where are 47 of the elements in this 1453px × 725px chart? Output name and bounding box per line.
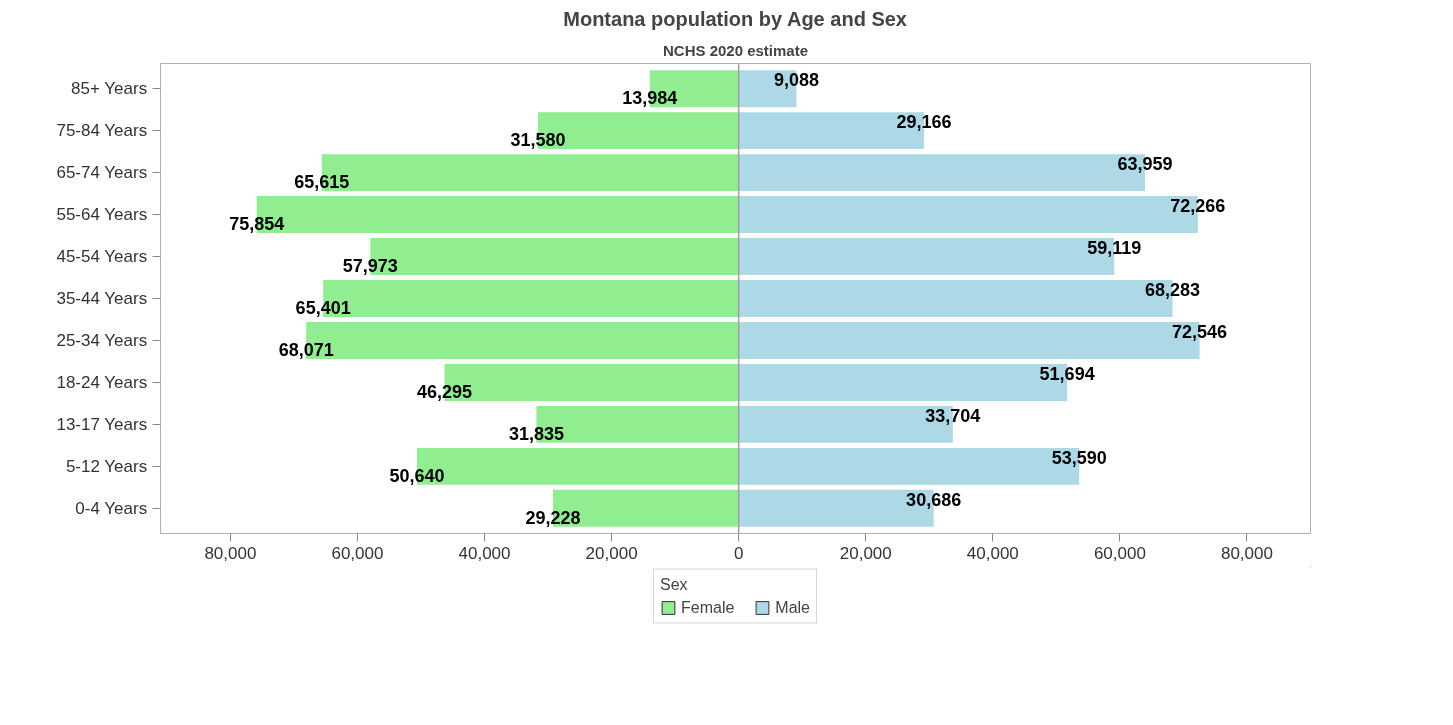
data-label: 33,704 (925, 405, 981, 426)
y-tick-label: 55-64 Years (56, 205, 148, 225)
y-tick-label: 85+ Years (71, 79, 148, 99)
data-label: 29,166 (896, 111, 952, 132)
y-tick-label: 0-4 Years (75, 498, 148, 518)
data-label: 65,401 (295, 298, 351, 319)
x-tick-label: 20,000 (839, 543, 892, 563)
chart-subtitle: NCHS 2020 estimate (662, 41, 809, 59)
data-label: 59,119 (1087, 237, 1142, 258)
data-label: 68,071 (278, 340, 334, 361)
data-label: 31,580 (510, 130, 566, 151)
data-label: 72,546 (1172, 321, 1228, 342)
data-label: 51,694 (1039, 363, 1095, 384)
data-label: 72,266 (1170, 195, 1226, 216)
y-tick-label: 18-24 Years (56, 372, 148, 392)
y-tick-label: 75-84 Years (56, 121, 148, 141)
data-label: 30,686 (906, 489, 962, 510)
y-tick-label: 65-74 Years (56, 163, 148, 183)
x-tick-label: 60,000 (331, 543, 384, 563)
chart-title: Montana population by Age and Sex (563, 7, 907, 30)
y-tick-label: 45-54 Years (56, 247, 148, 267)
data-label: 65,615 (294, 172, 350, 193)
x-tick-label: 80,000 (204, 543, 257, 563)
x-tick-label: 40,000 (966, 543, 1019, 563)
y-tick-label: 13-17 Years (56, 414, 148, 434)
data-label: 53,590 (1051, 447, 1107, 468)
data-label: 68,283 (1144, 279, 1201, 300)
data-label: 57,973 (342, 256, 398, 277)
data-label: 9,088 (773, 69, 819, 90)
y-tick-label: 5-12 Years (65, 456, 148, 476)
x-tick-label: 40,000 (458, 543, 511, 563)
legend-label: Male (775, 598, 811, 617)
data-label: 46,295 (417, 382, 473, 403)
x-tick-label: 60,000 (1093, 543, 1146, 563)
y-tick-label: 25-34 Years (56, 330, 148, 350)
x-tick-label: 80,000 (1220, 543, 1273, 563)
data-label: 63,959 (1117, 153, 1173, 174)
data-label: 29,228 (525, 508, 581, 529)
y-tick-label: 35-44 Years (56, 289, 148, 308)
data-label: 13,984 (622, 88, 678, 109)
data-label: 75,854 (229, 214, 285, 235)
x-tick-label: 0 (733, 543, 744, 563)
x-tick-label: 20,000 (585, 543, 638, 563)
data-label: 50,640 (389, 466, 445, 487)
data-label: 31,835 (508, 424, 564, 445)
legend-title: Sex (659, 575, 689, 594)
legend-label: Female (680, 598, 735, 617)
